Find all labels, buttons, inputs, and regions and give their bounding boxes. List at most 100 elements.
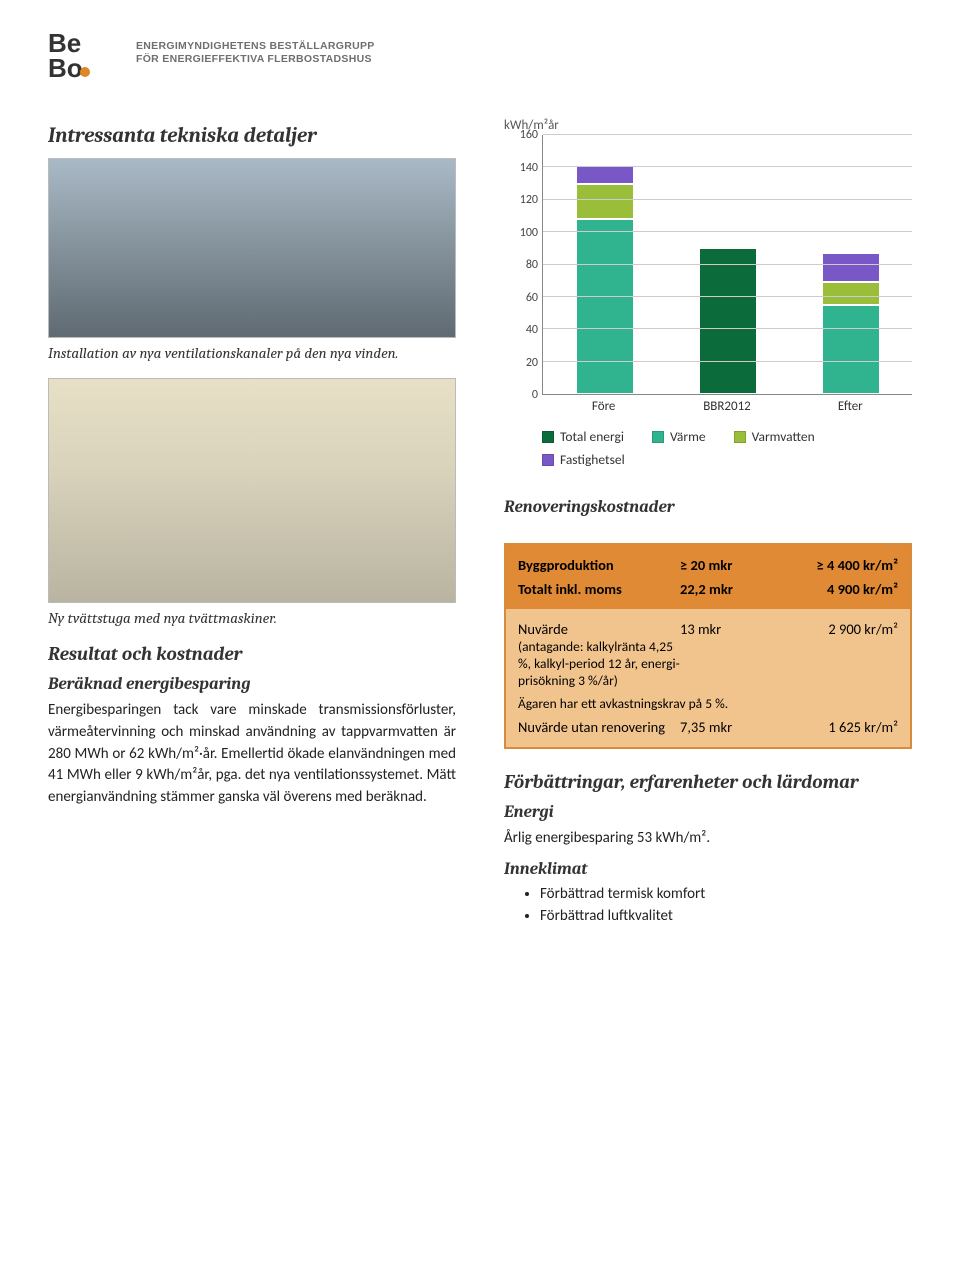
chart-gridline (543, 296, 912, 297)
list-item: Förbättrad luftkvalitet (540, 907, 912, 925)
table-row: Totalt inkl. moms22,2 mkr4 900 kr/m² (518, 577, 898, 601)
heading-technical-details: Intressanta tekniska detaljer (48, 124, 456, 148)
npv-note: (antagande: kalkylränta 4,25 %, kalkyl-p… (518, 638, 680, 689)
logo-cap-2: FÖR ENERGIEFFEKTIVA FLERBOSTADSHUS (136, 53, 375, 66)
legend-swatch-icon (542, 431, 554, 443)
chart-plot-area: 020406080100120140160 (504, 135, 912, 395)
chart-segment (822, 305, 880, 394)
legend-swatch-icon (652, 431, 664, 443)
header: Be Bo ENERGIMYNDIGHETENS BESTÄLLARGRUPP … (48, 28, 912, 78)
heading-indoor-climate: Inneklimat (504, 860, 912, 879)
chart-bars (543, 135, 912, 394)
costs-table: Byggproduktion≥ 20 mkr≥ 4 400 kr/m² Total… (504, 543, 912, 749)
cell-label: Totalt inkl. moms (518, 580, 680, 598)
heading-results-costs: Resultat och kostnader (48, 643, 456, 665)
energy-chart: kWh/m²år 0 20 40 60 80 100 120 140 160 FöreBBR20… (504, 118, 912, 468)
npv-label: Nuvärde (518, 620, 568, 638)
heading-calculated-savings: Beräknad energibesparing (48, 675, 456, 694)
cell-value: ≥ 4 400 kr/m² (773, 556, 898, 574)
legend-item: Värme (652, 428, 706, 445)
logo-line2-wrap: Bo (48, 53, 122, 84)
cell-value: 4 900 kr/m² (773, 580, 898, 598)
chart-y-tick: 160 (520, 128, 538, 142)
legend-item: Total energi (542, 428, 624, 445)
owner-note: Ägaren har ett avkastningskrav på 5 %. (518, 695, 898, 712)
legend-label: Total energi (560, 428, 624, 445)
heading-energy: Energi (504, 803, 912, 822)
chart-plot (542, 135, 912, 395)
chart-bar-slot (789, 135, 912, 394)
logo-line2: Bo (48, 53, 83, 83)
table-row: Nuvärde utan renovering7,35 mkr1 625 kr/… (518, 715, 898, 739)
chart-y-tick: 100 (520, 226, 538, 240)
main-columns: Intressanta tekniska detaljer Installati… (48, 118, 912, 931)
legend-label: Fastighetsel (560, 451, 625, 468)
legend-swatch-icon (542, 454, 554, 466)
chart-y-tick: 140 (520, 161, 538, 175)
chart-segment (822, 282, 880, 305)
indoor-bullets: Förbättrad termisk komfort Förbättrad luf… (540, 885, 912, 925)
logo-caption: ENERGIMYNDIGHETENS BESTÄLLARGRUPP FÖR EN… (136, 40, 375, 66)
chart-bar-stack (699, 248, 757, 394)
left-column: Intressanta tekniska detaljer Installati… (48, 118, 456, 931)
chart-x-label: Före (542, 395, 665, 414)
npv-row: Nuvärde (antagande: kalkylränta 4,25 %, … (518, 617, 898, 692)
chart-gridline (543, 328, 912, 329)
legend-label: Värme (670, 428, 706, 445)
chart-x-label: BBR2012 (665, 395, 788, 414)
photo-ventilation-ducts (48, 158, 456, 338)
chart-legend: Total energi Värme Varmvatten Fastighetsel (542, 428, 912, 468)
cell-value: 22,2 mkr (680, 580, 773, 598)
costs-top-section: Byggproduktion≥ 20 mkr≥ 4 400 kr/m² Total… (506, 545, 910, 609)
chart-y-tick: 40 (526, 323, 538, 337)
chart-gridline (543, 134, 912, 135)
legend-label: Varmvatten (752, 428, 815, 445)
chart-segment (576, 165, 634, 185)
chart-gridline (543, 231, 912, 232)
logo-dot-icon (80, 67, 90, 77)
chart-segment (699, 248, 757, 394)
chart-segment (822, 253, 880, 282)
list-item: Förbättrad termisk komfort (540, 885, 912, 903)
caption-photo1: Installation av nya ventilationskanaler … (48, 344, 456, 362)
costs-bottom-section: Nuvärde (antagande: kalkylränta 4,25 %, … (506, 609, 910, 747)
logo-mark: Be Bo (48, 28, 122, 78)
owner-row: Ägaren har ett avkastningskrav på 5 %. (518, 692, 898, 715)
heading-renovation-costs: Renoveringskostnader (504, 498, 912, 517)
cell-label: Byggproduktion (518, 556, 680, 574)
right-column: kWh/m²år 0 20 40 60 80 100 120 140 160 FöreBBR20… (504, 118, 912, 931)
chart-y-tick: 0 (532, 388, 538, 402)
heading-improvements: Förbättringar, erfarenheter och lärdomar (504, 771, 912, 793)
npv-c2: 13 mkr (680, 620, 773, 689)
chart-segment (576, 219, 634, 395)
chart-bar-slot (543, 135, 666, 394)
chart-gridline (543, 166, 912, 167)
photo-laundry-room (48, 378, 456, 603)
cell-value: 7,35 mkr (680, 718, 773, 736)
chart-bar-slot (666, 135, 789, 394)
cell-value: 1 625 kr/m² (773, 718, 898, 736)
chart-y-tick: 120 (520, 193, 538, 207)
paragraph-savings: Energibesparingen tack vare minskade tra… (48, 700, 456, 809)
chart-y-tick: 20 (526, 356, 538, 370)
chart-gridline (543, 199, 912, 200)
cell-value: ≥ 20 mkr (680, 556, 773, 574)
chart-x-labels: FöreBBR2012Efter (542, 395, 912, 414)
chart-y-axis: 020406080100120140160 (504, 135, 542, 395)
chart-bar-stack (822, 253, 880, 394)
legend-item: Fastighetsel (542, 451, 625, 468)
chart-gridline (543, 361, 912, 362)
npv-c3: 2 900 kr/m² (773, 620, 898, 689)
costs-bottom-rows: Nuvärde utan renovering7,35 mkr1 625 kr/… (518, 715, 898, 739)
chart-y-tick: 80 (526, 258, 538, 272)
chart-gridline (543, 264, 912, 265)
cell-label: Nuvärde utan renovering (518, 718, 680, 736)
energy-line: Årlig energibesparing 53 kWh/m². (504, 828, 912, 850)
chart-y-label: kWh/m²år (504, 118, 912, 133)
legend-swatch-icon (734, 431, 746, 443)
caption-photo2: Ny tvättstuga med nya tvättmaskiner. (48, 609, 456, 627)
logo-cap-1: ENERGIMYNDIGHETENS BESTÄLLARGRUPP (136, 40, 375, 53)
chart-y-tick: 60 (526, 291, 538, 305)
chart-segment (576, 184, 634, 218)
chart-x-label: Efter (789, 395, 912, 414)
